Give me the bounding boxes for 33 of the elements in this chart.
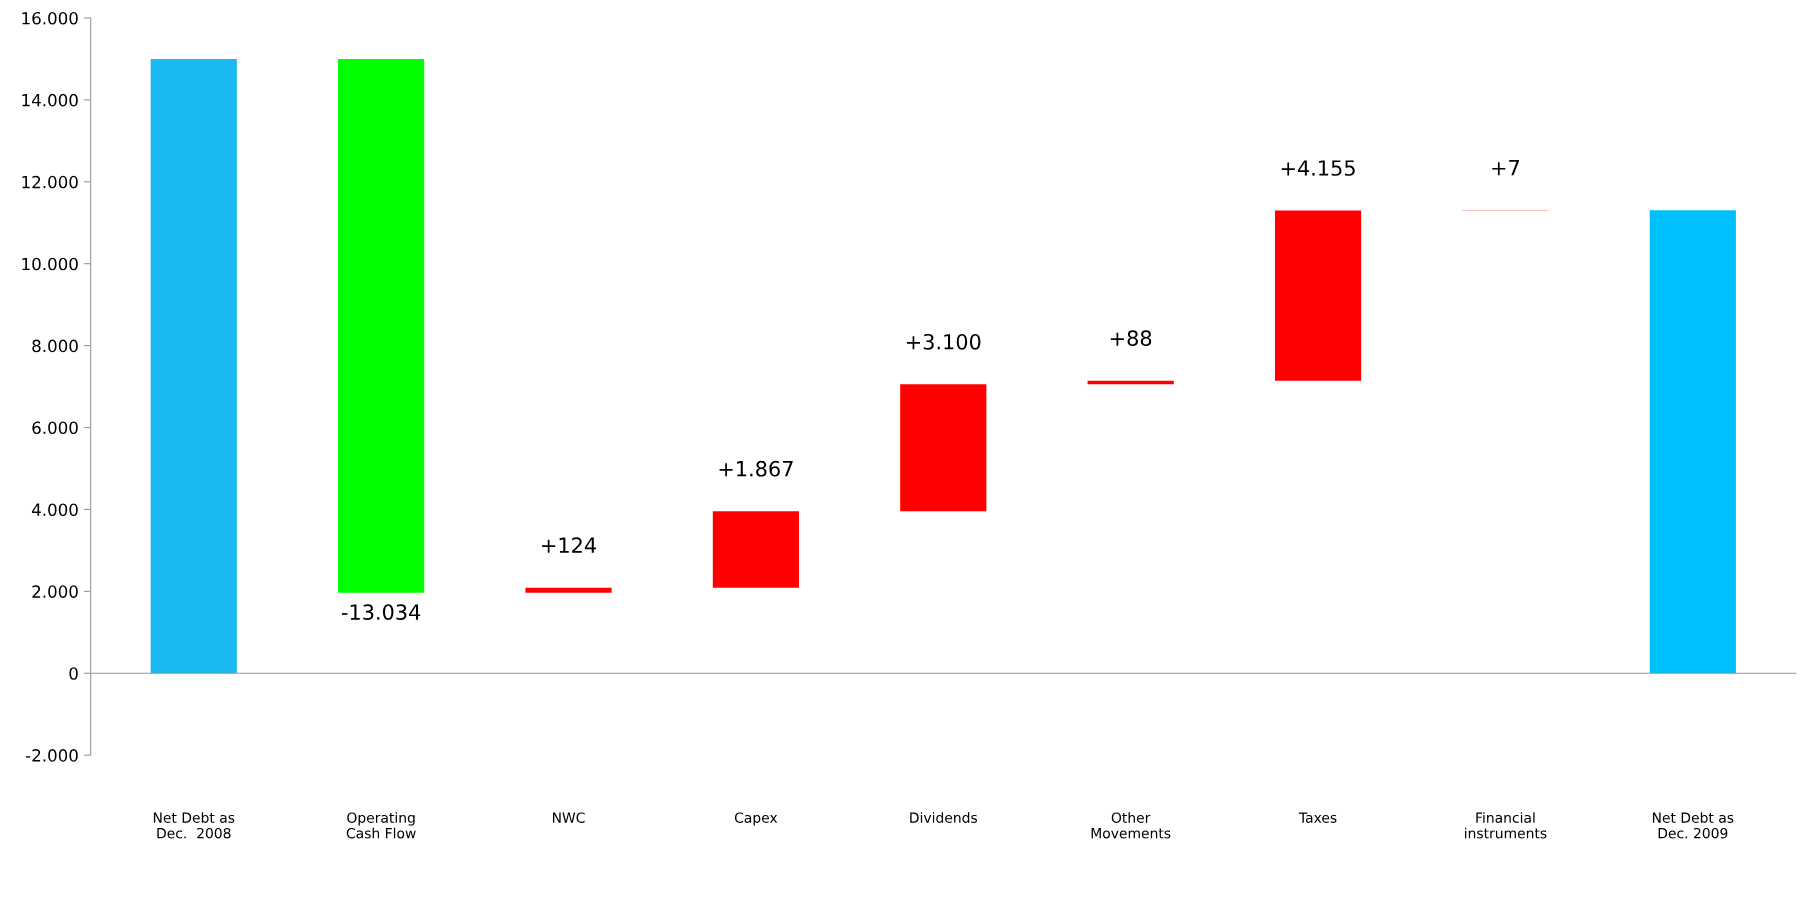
data-label: +4.155 bbox=[1281, 160, 1355, 176]
y-tick-label: 8.000 bbox=[32, 339, 78, 353]
data-label: +88 bbox=[1110, 330, 1152, 347]
x-tick-label: Dividends bbox=[910, 812, 978, 823]
bar bbox=[712, 511, 799, 588]
x-tick-label: NWC bbox=[552, 812, 585, 823]
y-tick-label: 4.000 bbox=[32, 503, 78, 516]
y-tick-label: 0 bbox=[69, 667, 78, 680]
bar bbox=[338, 58, 425, 593]
y-tick-label: 14.000 bbox=[22, 93, 78, 107]
y-tick-label: 2.000 bbox=[32, 585, 78, 598]
bar bbox=[900, 384, 987, 512]
x-tick-label: Other Movements bbox=[1091, 812, 1171, 839]
bar bbox=[525, 587, 612, 593]
data-label: +124 bbox=[542, 537, 596, 553]
y-tick-label: 16.000 bbox=[22, 11, 78, 25]
y-tick-label: 12.000 bbox=[22, 175, 78, 189]
x-tick-label: Operating Cash Flow bbox=[346, 812, 416, 839]
data-label: +7 bbox=[1492, 160, 1519, 176]
y-tick-label: -2.000 bbox=[25, 749, 78, 762]
data-label: +1.867 bbox=[719, 460, 793, 477]
x-tick-label: Financial instruments bbox=[1465, 812, 1547, 839]
x-tick-label: Capex bbox=[734, 812, 778, 826]
data-label: -13.034 bbox=[341, 604, 421, 620]
y-tick-label: 6.000 bbox=[32, 421, 78, 435]
x-tick-label: Net Debt as Dec. 2009 bbox=[1652, 812, 1734, 839]
x-tick-label: Net Debt as Dec. 2008 bbox=[153, 812, 235, 839]
bar bbox=[1649, 210, 1736, 674]
x-tick-label: Taxes bbox=[1298, 812, 1337, 823]
y-tick-label: 10.000 bbox=[22, 257, 78, 271]
bar bbox=[150, 58, 237, 674]
data-label: +3.100 bbox=[906, 333, 981, 350]
bar bbox=[1274, 210, 1362, 381]
